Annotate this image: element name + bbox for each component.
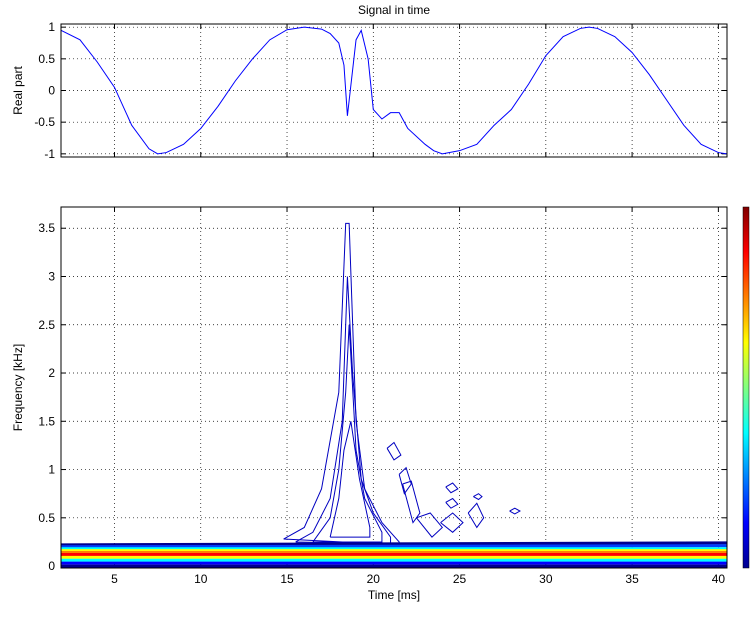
contour-line [445, 497, 459, 509]
x-tick-label: 10 [194, 572, 208, 586]
y-tick-label: 3 [48, 269, 55, 283]
contour-line [386, 441, 402, 461]
x-axis-label: Time [ms] [368, 588, 420, 602]
x-tick-label: 25 [453, 572, 467, 586]
contour-band [61, 541, 727, 547]
axes-frame [60, 206, 728, 569]
x-tick-label: 15 [280, 572, 294, 586]
contour-line [473, 493, 483, 501]
contour-line [312, 324, 383, 543]
x-tick-label: 30 [539, 572, 553, 586]
y-tick-label: 2 [48, 366, 55, 380]
y-tick-label: 1 [48, 463, 55, 477]
y-axis-label: Real part [11, 65, 25, 114]
contour-line [445, 482, 459, 494]
contour-line [295, 276, 392, 545]
y-axis-label: Frequency [kHz] [11, 344, 25, 431]
x-tick-label: 40 [712, 572, 726, 586]
plot-area [61, 207, 727, 568]
colorbar [742, 206, 750, 569]
y-tick-label: 2.5 [38, 318, 55, 332]
contour-line [509, 507, 521, 515]
chart-title: Signal in time [358, 3, 430, 17]
axes-frame [60, 23, 728, 158]
x-tick-label: 5 [111, 572, 118, 586]
contour-band [61, 544, 727, 549]
x-tick-label: 35 [625, 572, 639, 586]
y-tick-label: 1.5 [38, 414, 55, 428]
y-tick-label: 0 [48, 84, 55, 98]
y-tick-label: 0.5 [38, 511, 55, 525]
y-tick-label: 3.5 [38, 221, 55, 235]
signal-line [61, 26, 727, 155]
y-tick-label: 0 [48, 559, 55, 573]
y-tick-label: 1 [48, 20, 55, 34]
y-tick-label: -1 [44, 147, 55, 161]
contour-line [416, 512, 443, 538]
y-tick-label: 0.5 [38, 52, 55, 66]
x-tick-label: 20 [367, 572, 381, 586]
contour-line [402, 480, 421, 524]
contour-line [398, 466, 412, 495]
contour-line [440, 512, 464, 533]
y-tick-label: -0.5 [34, 115, 55, 129]
contour-line [467, 502, 485, 529]
contour-line [329, 421, 371, 538]
